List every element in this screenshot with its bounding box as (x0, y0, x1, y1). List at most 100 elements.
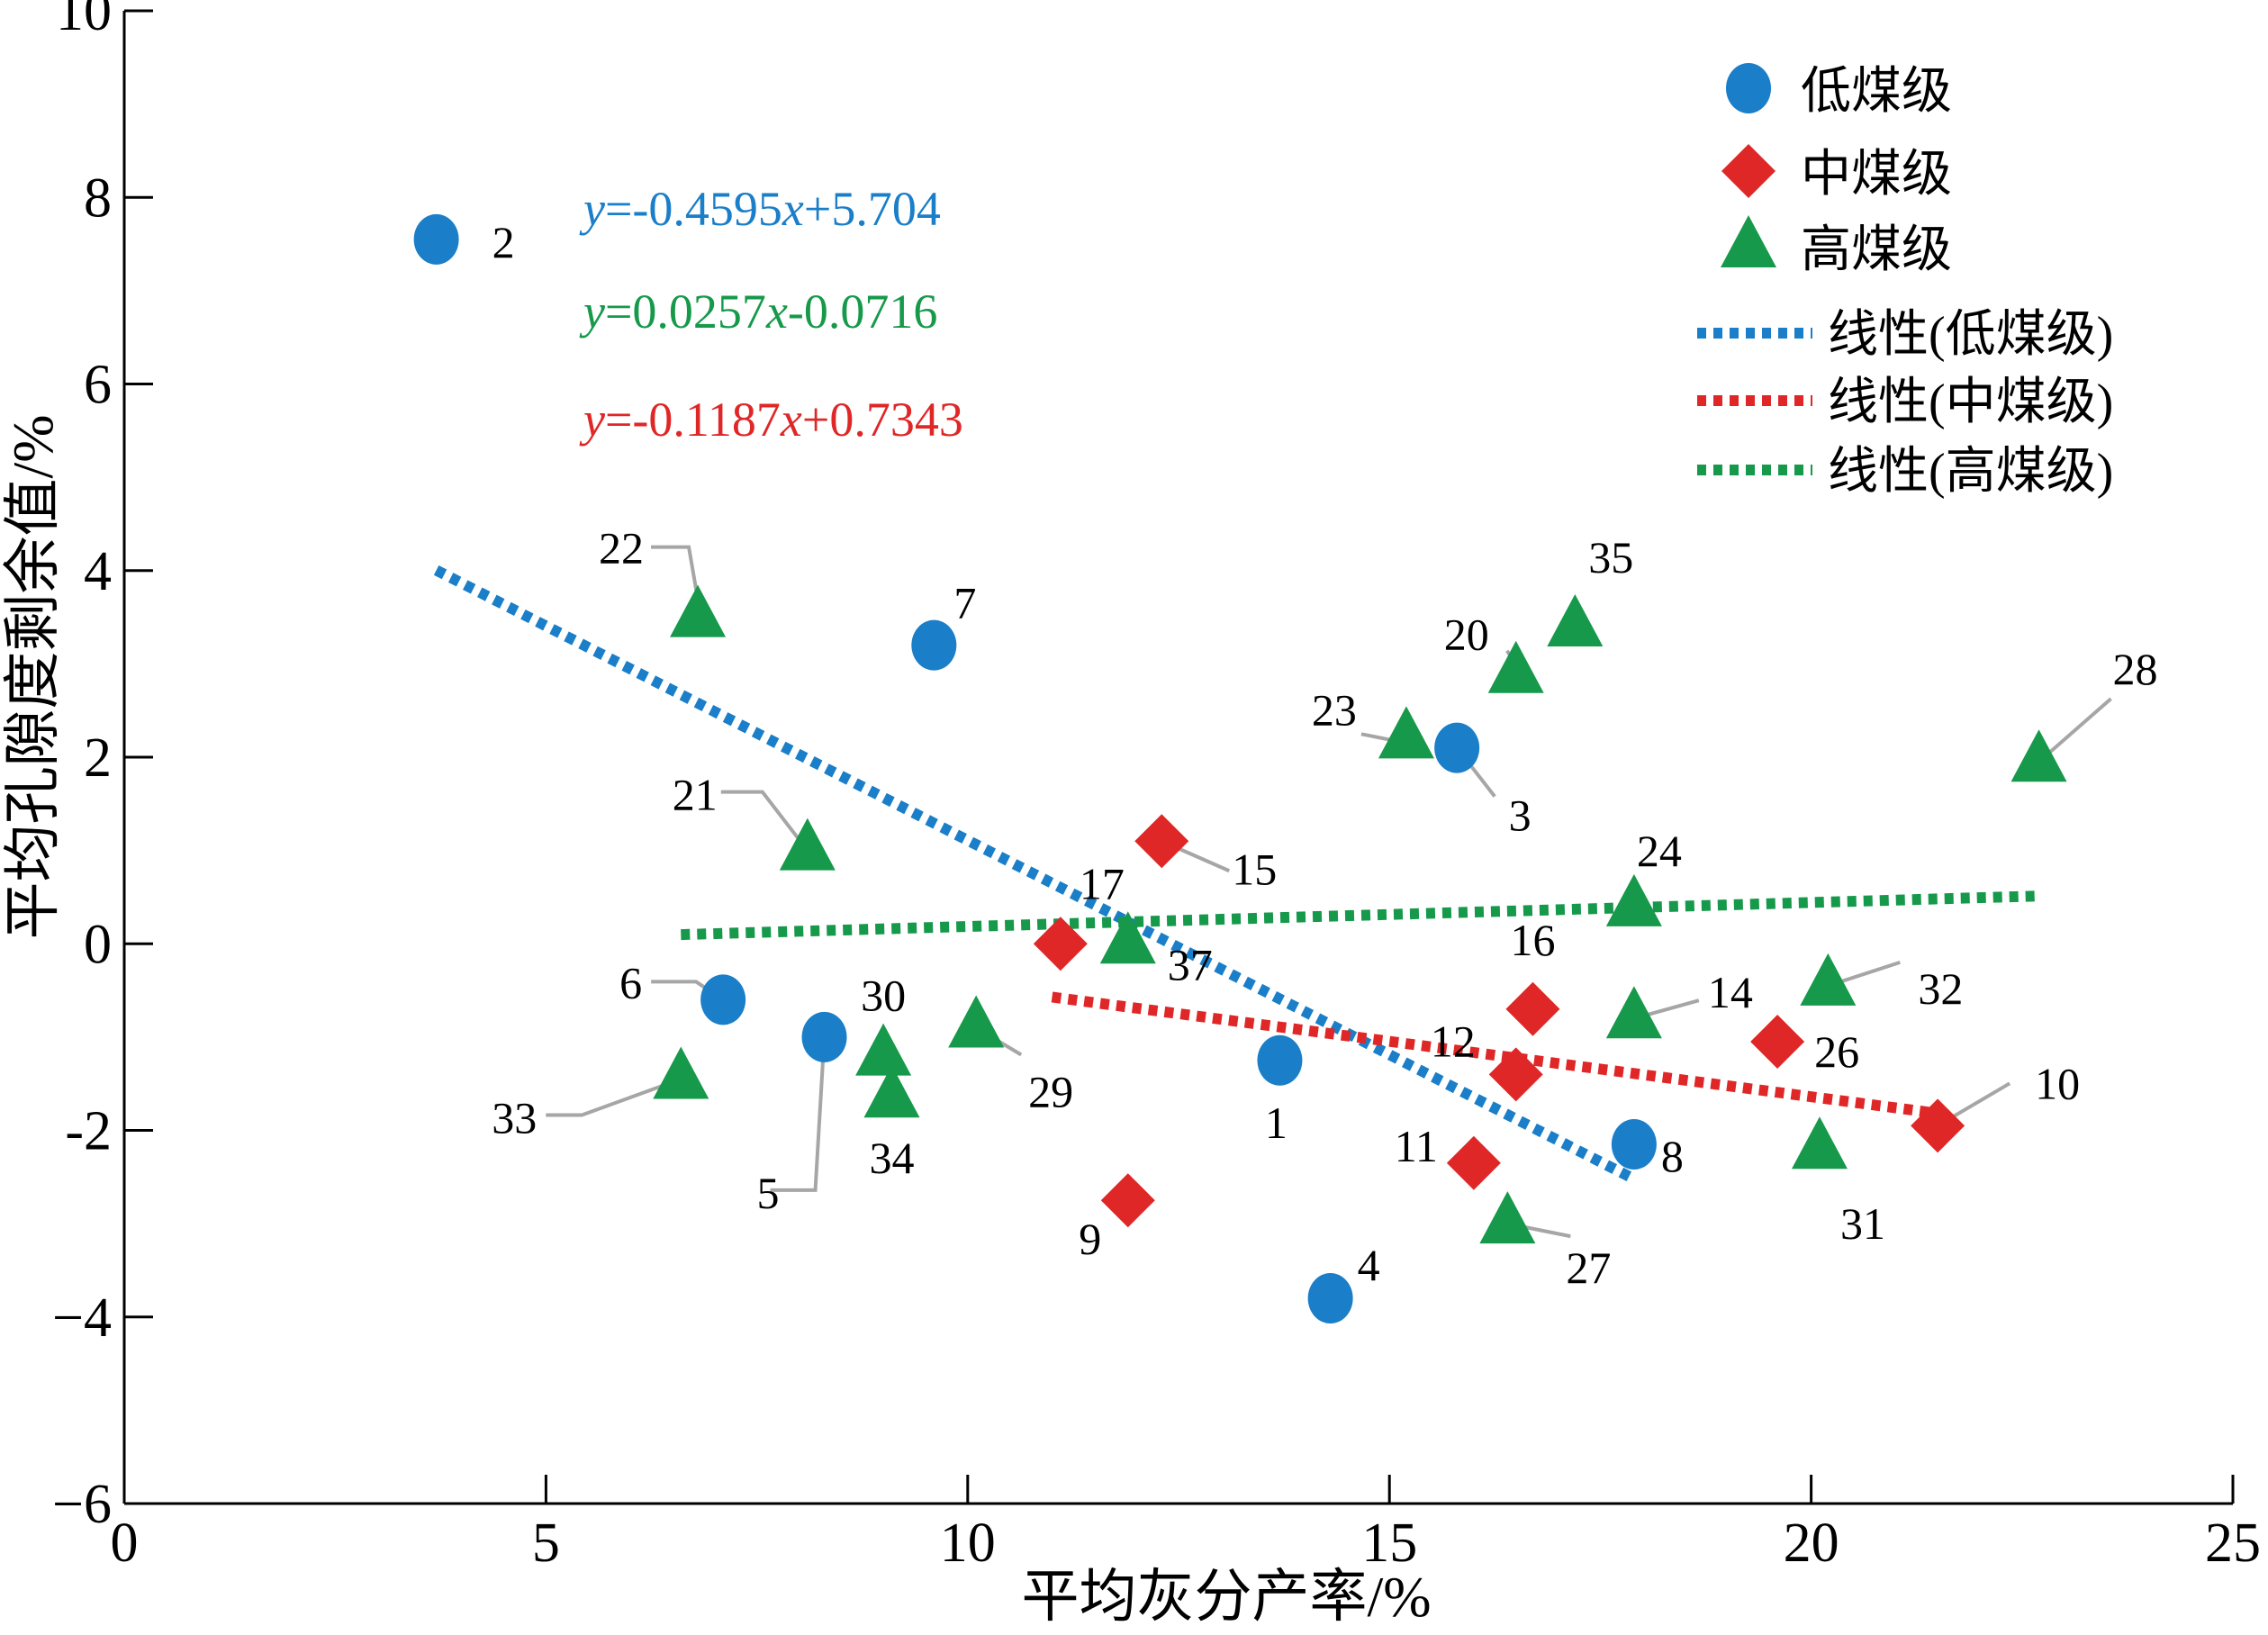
circle-marker (801, 1011, 847, 1062)
y-tick-label: −6 (52, 1474, 112, 1535)
diamond-marker (1505, 981, 1560, 1036)
circle-marker (700, 974, 746, 1025)
point-label: 21 (673, 770, 718, 820)
point-label: 5 (757, 1168, 780, 1218)
triangle-marker (1378, 706, 1434, 759)
point-label: 34 (869, 1133, 914, 1183)
diamond-marker (1911, 1098, 1965, 1153)
leader-line (770, 1036, 827, 1192)
point-label: 4 (1358, 1240, 1380, 1290)
point-label: 2 (492, 217, 515, 267)
point-label: 15 (1232, 844, 1277, 894)
diamond-marker (1488, 1047, 1543, 1102)
trend-equation: y=-0.1187x+0.7343 (579, 393, 963, 447)
trendline (1051, 991, 1938, 1119)
triangle-marker (670, 584, 727, 637)
leader-line (651, 545, 700, 600)
diamond-marker (1750, 1015, 1805, 1070)
x-tick-label: 20 (1784, 1513, 1839, 1574)
circle-marker (911, 619, 957, 671)
diamond-marker (1033, 917, 1088, 971)
marker-layer (413, 213, 2067, 1324)
legend-label: 高煤级 (1801, 222, 1952, 278)
y-tick-label: −4 (52, 1287, 112, 1349)
trendline (681, 890, 2039, 941)
x-tick-label: 10 (940, 1513, 996, 1574)
legend-label: 中煤级 (1801, 147, 1952, 203)
point-label: 14 (1708, 967, 1753, 1017)
triangle-marker (1791, 1116, 1848, 1170)
triangle-marker (863, 1065, 920, 1118)
point-label: 8 (1661, 1131, 1684, 1181)
point-label: 30 (861, 971, 906, 1021)
point-label: 31 (1840, 1198, 1885, 1249)
triangle-marker (948, 995, 1005, 1048)
legend-diamond-swatch (1721, 144, 1776, 198)
point-label: 32 (1918, 963, 1963, 1014)
leader-line-layer (546, 545, 2112, 1239)
point-label: 27 (1566, 1242, 1611, 1293)
legend-label: 线性(高煤级) (1828, 444, 2113, 500)
y-tick-label: 4 (84, 541, 112, 602)
leader-line (546, 1077, 682, 1117)
circle-marker (1307, 1273, 1353, 1324)
trend-equation: y=0.0257x-0.0716 (579, 285, 937, 339)
trendline-layer (433, 565, 2039, 1184)
point-label: 1 (1265, 1098, 1288, 1148)
diamond-marker (1100, 1173, 1155, 1228)
x-tick-label: 25 (2205, 1513, 2261, 1574)
circle-marker (1434, 722, 1480, 773)
equation-layer: y=-0.4595x+5.704 y=0.0257x-0.0716 y=-0.118… (579, 182, 963, 447)
triangle-marker (1800, 953, 1857, 1006)
legend-circle-swatch (1726, 63, 1771, 113)
diamond-marker (1134, 814, 1189, 869)
point-label: 26 (1814, 1026, 1859, 1077)
triangle-marker (2010, 729, 2067, 782)
circle-marker (413, 213, 459, 265)
y-tick-label: 6 (84, 355, 112, 416)
triangle-marker (779, 818, 836, 871)
y-tick-label: 8 (84, 167, 112, 229)
point-label: 17 (1080, 858, 1125, 908)
point-label: 10 (2035, 1058, 2080, 1108)
point-label: 35 (1588, 532, 1633, 583)
triangle-marker (653, 1046, 709, 1099)
trendline (433, 565, 1637, 1184)
point-label: 28 (2113, 644, 2158, 694)
x-tick-label: 15 (1361, 1513, 1417, 1574)
y-axis-title: 平均孔隙度剩余值/% (1, 414, 65, 939)
circle-marker (1611, 1119, 1657, 1170)
triangle-marker (1605, 986, 1662, 1039)
y-tick-label: 2 (84, 727, 112, 789)
point-label: 33 (492, 1093, 537, 1143)
triangle-marker (1547, 593, 1604, 646)
point-label: 12 (1431, 1016, 1476, 1066)
point-label: 29 (1028, 1067, 1073, 1117)
legend-label: 低煤级 (1801, 64, 1952, 120)
x-tick-label: 5 (532, 1513, 560, 1574)
leader-line (2038, 697, 2112, 763)
x-axis-title: 平均灰分产率/% (1021, 1565, 1431, 1629)
diamond-marker (1446, 1135, 1501, 1190)
circle-marker (1257, 1034, 1303, 1086)
legend-triangle-swatch (1721, 215, 1776, 268)
leader-line (720, 790, 809, 852)
point-label: 24 (1637, 826, 1682, 876)
triangle-marker (1605, 873, 1662, 926)
trend-equation: y=-0.4595x+5.704 (579, 182, 941, 236)
triangle-marker (1479, 1191, 1536, 1244)
point-label: 23 (1312, 684, 1357, 735)
triangle-marker (1099, 911, 1156, 964)
point-label: 11 (1395, 1121, 1438, 1171)
point-label: 37 (1168, 939, 1213, 989)
triangle-marker (855, 1023, 912, 1076)
point-label: 16 (1510, 915, 1555, 965)
point-label: 3 (1509, 790, 1532, 841)
legend-label: 线性(中煤级) (1828, 375, 2113, 430)
x-tick-label: 0 (111, 1513, 139, 1574)
